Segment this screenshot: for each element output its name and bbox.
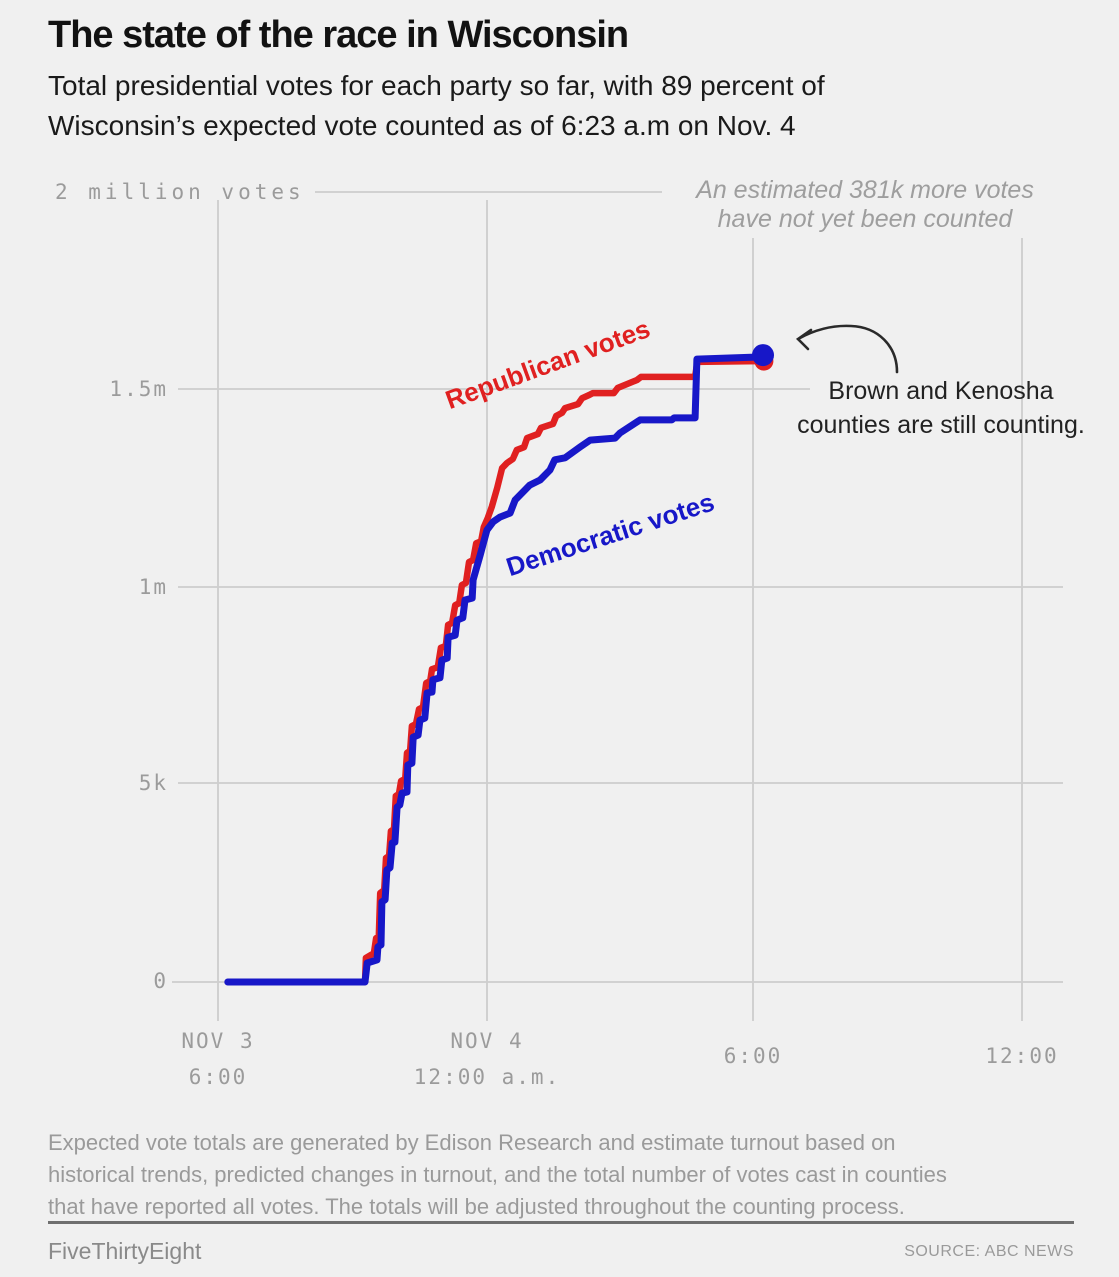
source-credit: SOURCE: ABC NEWS: [904, 1243, 1074, 1260]
x-tick-12pm-time: 12:00: [985, 1044, 1059, 1068]
x-tick-nov4-date: NOV 4: [450, 1029, 524, 1053]
y-tick-1-5m: 1.5m: [109, 377, 168, 401]
counting-annotation-line-1: Brown and Kenosha: [828, 377, 1054, 405]
estimate-annotation: An estimated 381k more votes have not ye…: [655, 176, 1075, 234]
page-subtitle: Total presidential votes for each party …: [48, 66, 825, 146]
methodology-note-line-3: that have reported all votes. The totals…: [48, 1194, 905, 1219]
y-tick-0: 0: [153, 969, 168, 993]
republican-line: [224, 357, 761, 986]
democratic-line: [224, 353, 765, 986]
x-tick-6am-time: 6:00: [723, 1044, 783, 1068]
x-tick-6am: 6:00: [693, 1042, 813, 1070]
methodology-note: Expected vote totals are generated by Ed…: [48, 1127, 947, 1223]
methodology-note-line-2: historical trends, predicted changes in …: [48, 1162, 947, 1187]
brand-fivethirtyeight: FiveThirtyEight: [48, 1238, 202, 1264]
arrowhead: [795, 328, 813, 351]
democratic-endpoint-dot: [752, 344, 774, 367]
y-axis-top-label: 2 million votes: [55, 180, 305, 204]
subtitle-line-1: Total presidential votes for each party …: [48, 70, 825, 101]
estimate-annotation-line-2: have not yet been counted: [717, 205, 1013, 233]
footer-divider: [48, 1221, 1074, 1224]
x-tick-nov3-time: 6:00: [188, 1065, 248, 1089]
methodology-note-line-1: Expected vote totals are generated by Ed…: [48, 1130, 896, 1155]
curved-arrow: [795, 324, 899, 374]
x-tick-nov3: NOV 3 6:00: [138, 1023, 298, 1095]
x-tick-12pm: 12:00: [957, 1042, 1087, 1070]
gridlines: [172, 191, 1063, 1021]
counting-annotation-line-2: counties are still counting.: [797, 411, 1085, 439]
x-tick-nov3-date: NOV 3: [181, 1029, 255, 1053]
y-tick-1m: 1m: [138, 575, 168, 599]
estimate-annotation-line-1: An estimated 381k more votes: [696, 176, 1034, 204]
y-tick-500k: 5k: [138, 771, 168, 795]
x-tick-nov4-time: 12:00 a.m.: [413, 1065, 561, 1089]
page-title: The state of the race in Wisconsin: [48, 14, 629, 56]
counting-annotation: Brown and Kenosha counties are still cou…: [762, 374, 1119, 442]
subtitle-line-2: Wisconsin’s expected vote counted as of …: [48, 110, 796, 141]
x-tick-nov4: NOV 4 12:00 a.m.: [380, 1023, 594, 1095]
